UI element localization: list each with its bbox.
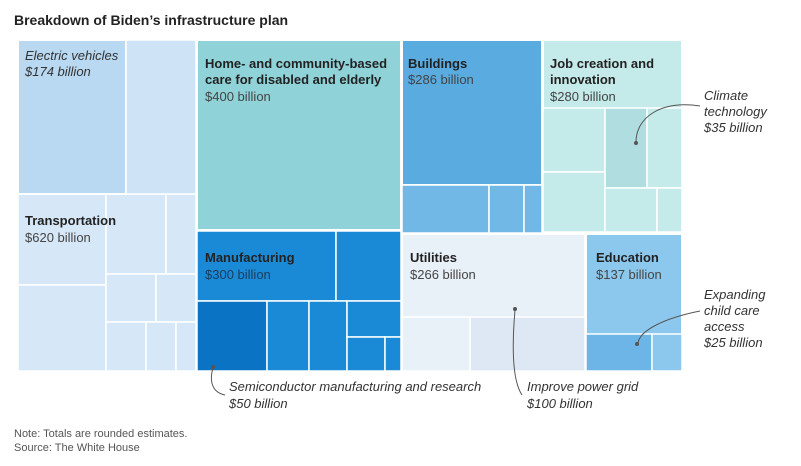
transportation-subtile (165, 193, 197, 275)
semiconductor-leader (211, 367, 226, 396)
transportation-subtile (125, 39, 197, 195)
transportation-subtile (105, 321, 147, 372)
manufacturing-subtile (346, 336, 386, 372)
semiconductor-ann-line1: Semiconductor manufacturing and research (229, 379, 481, 394)
semiconductor-tile (196, 300, 268, 372)
utilities-value: $266 billion (410, 267, 476, 282)
transportation-subtile (105, 273, 157, 323)
education-value: $137 billion (596, 267, 662, 282)
education-name: Education (596, 250, 659, 265)
footer: Note: Totals are rounded estimates. Sour… (14, 427, 187, 455)
care-name-line1: Home- and community-based (205, 56, 387, 71)
climate-ann-line2: technology (704, 104, 768, 119)
power-grid-dot (513, 307, 517, 311)
power-grid-tile (469, 316, 586, 372)
manufacturing-subtile (196, 230, 337, 302)
climate-dot (634, 141, 638, 145)
power-grid-leader (512, 309, 523, 396)
footer-source: Source: The White House (14, 442, 140, 454)
transportation-subtile (105, 193, 167, 275)
footer-note: Note: Totals are rounded estimates. (14, 428, 188, 440)
utilities-subtile (401, 316, 471, 372)
jobs-subtile (542, 107, 606, 173)
jobs-subtile (542, 171, 606, 233)
jobs-name-line1: Job creation and (550, 56, 654, 71)
climate-ann-line3: $35 billion (703, 120, 763, 135)
jobs-name-line2: innovation (550, 72, 616, 87)
manufacturing-name: Manufacturing (205, 250, 295, 265)
manufacturing-value: $300 billion (205, 267, 271, 282)
child-care-ann-line3: access (704, 319, 745, 334)
buildings-value: $286 billion (408, 72, 474, 87)
transportation-subtile (155, 273, 197, 323)
child-care-tile (585, 333, 653, 372)
transportation-subtile (17, 284, 107, 372)
power-grid-ann-line2: $100 billion (526, 396, 593, 411)
jobs-subtile (604, 187, 658, 233)
buildings-subtile (488, 184, 525, 234)
transportation-name: Transportation (25, 213, 116, 228)
utilities-name: Utilities (410, 250, 457, 265)
child-care-leader (637, 310, 701, 344)
buildings-subtile (401, 184, 490, 234)
care-tile (196, 39, 402, 231)
care-name-line2: care for disabled and elderly (205, 72, 382, 87)
jobs-subtile (656, 187, 683, 233)
transportation-subtile (175, 321, 197, 372)
manufacturing-subtile (346, 300, 402, 338)
buildings-tile (401, 39, 543, 186)
manufacturing-subtile (384, 336, 402, 372)
buildings-name: Buildings (408, 56, 467, 71)
ev-name: Electric vehicles (25, 48, 119, 63)
ev-value: $174 billion (24, 64, 91, 79)
child-care-ann-line2: child care (704, 303, 760, 318)
child-care-ann-line1: Expanding (704, 287, 766, 302)
manufacturing-subtile (335, 230, 402, 302)
semiconductor-dot (211, 365, 215, 369)
climate-tech-tile (604, 107, 648, 189)
buildings-subtile (523, 184, 543, 234)
manufacturing-subtile (266, 300, 310, 372)
climate-ann-line1: Climate (704, 88, 748, 103)
care-value: $400 billion (205, 89, 271, 104)
manufacturing-subtile (308, 300, 348, 372)
transportation-value: $620 billion (25, 230, 91, 245)
power-grid-ann-line1: Improve power grid (527, 379, 639, 394)
climate-leader (635, 104, 701, 143)
transportation-subtile (145, 321, 177, 372)
child-care-dot (635, 342, 639, 346)
jobs-value: $280 billion (550, 89, 616, 104)
child-care-ann-line4: $25 billion (703, 335, 763, 350)
education-subtile (651, 333, 683, 372)
chart-title: Breakdown of Biden’s infrastructure plan (14, 12, 289, 28)
jobs-subtile (646, 107, 683, 189)
semiconductor-ann-line2: $50 billion (228, 396, 288, 411)
